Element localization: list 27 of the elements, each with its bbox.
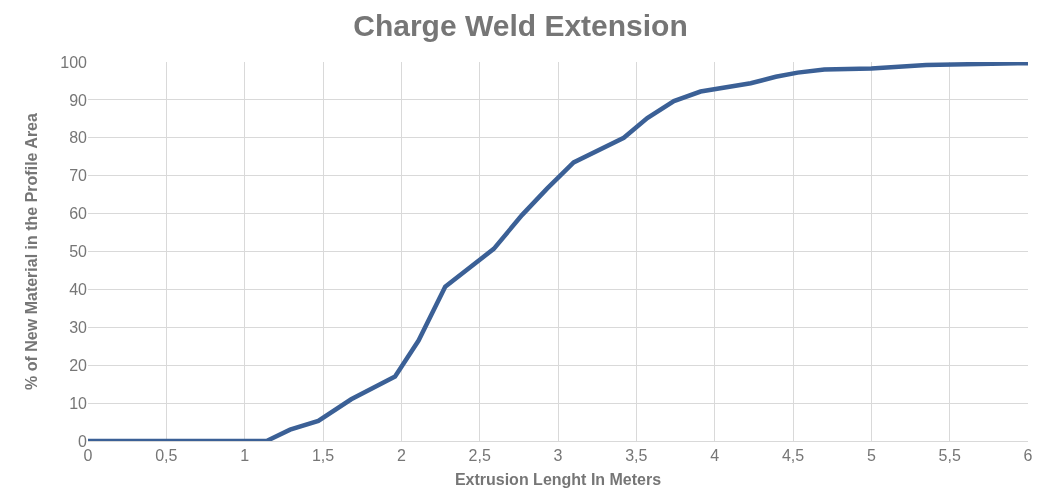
y-tick-label: 0 bbox=[78, 432, 88, 450]
y-tick-label: 20 bbox=[69, 356, 88, 374]
x-tick-label: 4 bbox=[710, 447, 720, 465]
y-axis-title: % of New Material in the Profile Area bbox=[23, 113, 41, 390]
y-tick-label: 40 bbox=[69, 281, 88, 298]
x-tick-label: 1,5 bbox=[311, 447, 335, 465]
x-tick-label: 3 bbox=[553, 447, 563, 465]
line-series bbox=[88, 62, 1028, 441]
x-tick-label: 1 bbox=[240, 447, 250, 465]
x-tick-label: 6 bbox=[1023, 447, 1033, 465]
y-tick-label: 30 bbox=[69, 318, 88, 336]
y-tick-label: 70 bbox=[69, 167, 88, 185]
x-tick-label: 4,5 bbox=[781, 447, 805, 465]
chart-title: Charge Weld Extension bbox=[353, 8, 688, 42]
y-tick-label: 60 bbox=[69, 205, 88, 223]
y-tick-label: 10 bbox=[69, 394, 88, 412]
x-tick-label: 5,5 bbox=[938, 447, 961, 465]
y-tick-label: 90 bbox=[69, 91, 88, 109]
x-axis-title: Extrusion Lenght In Meters bbox=[454, 470, 662, 488]
x-tick-label: 5 bbox=[866, 447, 876, 465]
x-tick-label: 2,5 bbox=[468, 447, 491, 465]
y-tick-label: 50 bbox=[69, 243, 88, 261]
x-tick-label: 3,5 bbox=[625, 447, 648, 465]
x-tick-label: 0,5 bbox=[155, 447, 178, 465]
x-tick-label: 2 bbox=[396, 447, 406, 465]
y-tick-label: 80 bbox=[69, 129, 88, 147]
y-tick-label: 100 bbox=[60, 53, 88, 71]
